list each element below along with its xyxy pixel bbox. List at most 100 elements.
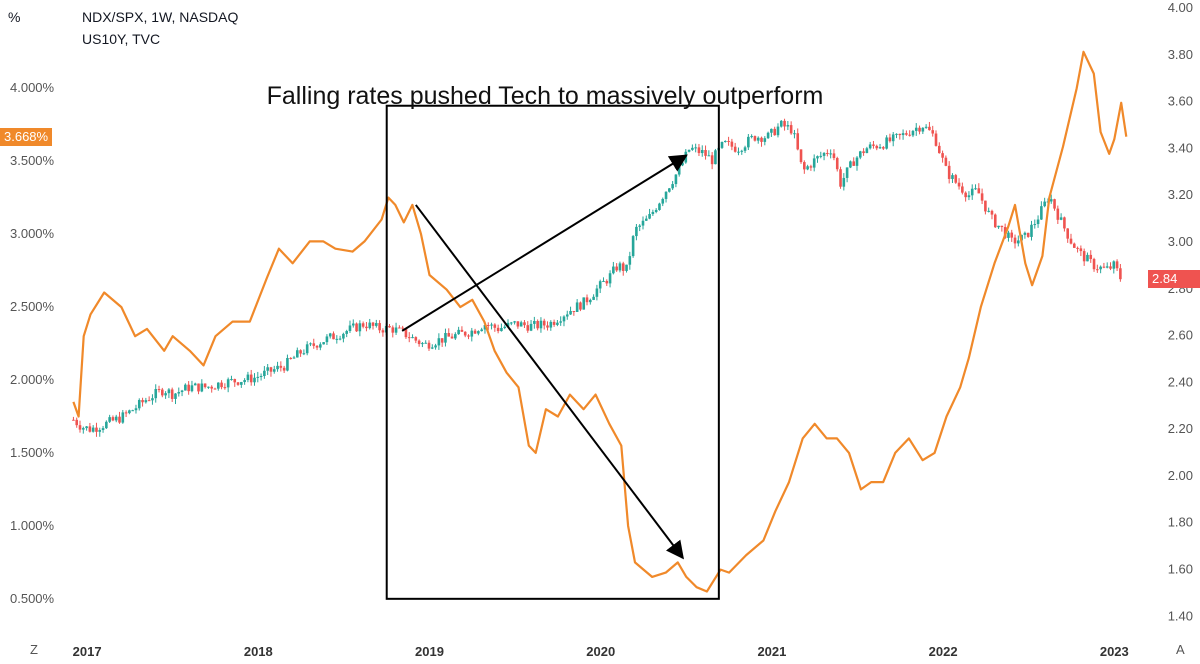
- ndxspx-candle-body: [286, 357, 289, 371]
- ndxspx-candle-body: [299, 350, 302, 354]
- left-axis-tick-label: 1.000%: [10, 518, 55, 533]
- ndxspx-candle-body: [842, 177, 846, 187]
- ndxspx-candle-body: [898, 133, 902, 136]
- ndxspx-candle-body: [463, 331, 467, 336]
- ndxspx-candle-body: [654, 209, 658, 212]
- ndxspx-candle-body: [121, 412, 125, 423]
- ndxspx-candle-body: [658, 203, 661, 210]
- ndxspx-candle-body: [75, 419, 79, 426]
- ndxspx-candle-body: [486, 324, 490, 326]
- ndxspx-candle-body: [763, 138, 767, 142]
- right-axis-tick-label: 3.40: [1168, 140, 1193, 155]
- ndxspx-candle-body: [355, 323, 358, 332]
- ndxspx-candle-body: [95, 427, 98, 432]
- ndxspx-candle-body: [631, 236, 635, 257]
- ndxspx-candle-body: [644, 218, 648, 221]
- annotation-title: Falling rates pushed Tech to massively o…: [267, 82, 824, 110]
- ndxspx-candle-body: [789, 125, 793, 134]
- ndxspx-candle-body: [625, 264, 628, 271]
- ndxspx-candle-body: [931, 130, 935, 134]
- ndxspx-candle-body: [799, 149, 803, 163]
- ndxspx-candle-body: [733, 146, 737, 152]
- ndxspx-candle-body: [230, 379, 233, 381]
- right-axis-tick-label: 2.00: [1168, 468, 1193, 483]
- ndxspx-candle-body: [835, 158, 839, 170]
- ndxspx-candle-body: [259, 376, 263, 378]
- annotation-arrow: [401, 154, 688, 332]
- right-axis-tick-label: 2.20: [1168, 421, 1193, 436]
- ndxspx-candle-body: [180, 390, 184, 393]
- ndxspx-candle-body: [753, 136, 757, 141]
- ndxspx-candle-body: [552, 321, 556, 325]
- ndxspx-candle-body: [128, 410, 131, 414]
- ndxspx-candle-body: [477, 331, 480, 334]
- ndxspx-candle-body: [750, 136, 753, 138]
- ndxspx-candle-body: [368, 322, 372, 329]
- ndxspx-candle-body: [677, 165, 681, 175]
- ndxspx-candle-body: [816, 156, 819, 159]
- ndxspx-candle-body: [1086, 254, 1089, 262]
- ndxspx-candle-body: [980, 193, 984, 201]
- ndxspx-candle-body: [272, 369, 276, 372]
- ndxspx-candle-body: [839, 169, 842, 187]
- ndxspx-candle-body: [1076, 247, 1079, 249]
- ndxspx-candle-body: [144, 400, 148, 403]
- ndxspx-candle-body: [342, 333, 345, 339]
- ndxspx-candle-body: [905, 133, 908, 135]
- ndxspx-candle-body: [302, 353, 306, 355]
- ndxspx-candle-body: [490, 324, 493, 326]
- ndxspx-candle-body: [282, 367, 286, 371]
- ndxspx-candle-body: [246, 374, 250, 381]
- x-axis-tick-label: 2021: [757, 644, 786, 659]
- ndxspx-candle-body: [177, 392, 181, 394]
- ndxspx-candle-body: [85, 426, 88, 429]
- left-axis-tick-label: 0.500%: [10, 591, 55, 606]
- ndxspx-candle-body: [193, 383, 197, 386]
- ndxspx-candle-body: [170, 389, 174, 399]
- ndxspx-candle-body: [714, 150, 717, 165]
- scale-mode-button[interactable]: Z: [30, 642, 38, 657]
- ndxspx-candle-body: [174, 393, 177, 399]
- ndxspx-candle-body: [819, 155, 823, 157]
- ndxspx-candle-body: [704, 150, 707, 156]
- ndxspx-candle-body: [888, 137, 892, 142]
- annotation-box: [385, 104, 720, 600]
- ndxspx-candle-body: [608, 273, 612, 284]
- left-axis-tick-label: 2.500%: [10, 299, 55, 314]
- ndxspx-candle-body: [305, 344, 309, 354]
- ndxspx-candle-body: [901, 133, 905, 136]
- ndxspx-candle-body: [993, 214, 997, 228]
- legend-secondary-symbol[interactable]: US10Y, TVC: [82, 31, 161, 47]
- ndxspx-candle-body: [503, 326, 507, 329]
- ndxspx-candle-body: [664, 191, 668, 199]
- ndxspx-candle-body: [111, 417, 115, 421]
- ndxspx-candle-body: [618, 263, 622, 271]
- ndxspx-candle-body: [243, 380, 246, 383]
- ndxspx-candle-body: [849, 161, 852, 168]
- ndxspx-candle-body: [924, 126, 928, 128]
- ndxspx-candle-body: [829, 153, 832, 155]
- right-axis-tick-label: 1.80: [1168, 515, 1193, 530]
- ndxspx-candle-body: [226, 379, 230, 388]
- ndxspx-candle-body: [223, 387, 227, 389]
- legend-primary-symbol[interactable]: NDX/SPX, 1W, NASDAQ: [82, 9, 239, 25]
- ndxspx-candle-body: [82, 428, 85, 430]
- ndxspx-candle-body: [319, 344, 322, 348]
- ndxspx-candle-body: [700, 150, 704, 154]
- ndxspx-candle-body: [510, 322, 513, 324]
- ndxspx-candle-body: [427, 342, 431, 349]
- ndxspx-candle-body: [572, 311, 576, 313]
- us10y-last-value-badge: 3.668%: [0, 127, 53, 146]
- ndxspx-candle-body: [724, 140, 727, 142]
- ndxspx-candle-body: [1119, 268, 1122, 280]
- x-axis-tick-label: 2020: [586, 644, 615, 659]
- ndxspx-candle-body: [404, 328, 408, 338]
- ndxspx-candle-body: [424, 342, 428, 344]
- ndxspx-candle-body: [858, 151, 862, 158]
- ndxspx-candle-body: [1072, 243, 1076, 248]
- auto-scale-button[interactable]: A: [1176, 642, 1185, 657]
- ndxspx-candle-body: [638, 225, 642, 227]
- ndxspx-candle-body: [1109, 266, 1112, 269]
- ndxspx-candle-body: [88, 426, 92, 432]
